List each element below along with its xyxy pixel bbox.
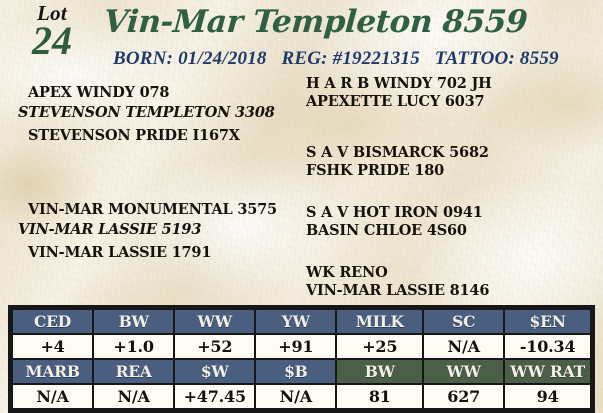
dam-sire-sire-name: S A V HOT IRON 0941 [306, 204, 483, 221]
epd-value-cell: +47.45 [173, 383, 257, 410]
epd-header-cell: MILK [335, 308, 425, 335]
epd-header-row-2: MARB REA $W $B BW WW WW RAT [10, 358, 592, 385]
sire-sire-dam-name: APEXETTE LUCY 6037 [306, 93, 485, 110]
identification-line: BORN: 01/24/2018 REG: #19221315 TATTOO: … [113, 48, 559, 69]
sire-dam-sire-name: S A V BISMARCK 5682 [306, 144, 489, 161]
sire-dam-name: STEVENSON PRIDE I167X [28, 127, 240, 144]
epd-header-cell: $B [254, 358, 338, 385]
epd-header-cell: YW [254, 308, 338, 335]
dam-sire-dam-name: BASIN CHLOE 4S60 [306, 222, 467, 239]
sire-sire-name: APEX WINDY 078 [28, 84, 170, 101]
epd-value-row-2: N/A N/A +47.45 N/A 81 627 94 [10, 383, 592, 410]
lot-block: Lot 24 [0, 2, 104, 61]
dam-dam-sire-name: WK RENO [306, 264, 388, 281]
epd-table-container: CED BW WW YW MILK SC $EN +4 +1.0 +52 +91 +25 N/A -10… [8, 305, 595, 413]
epd-value-cell: N/A [10, 383, 95, 410]
epd-header-cell: REA [92, 358, 176, 385]
epd-header-cell: SC [422, 308, 506, 335]
epd-value-cell: 94 [503, 383, 592, 410]
epd-value-cell: +25 [335, 333, 425, 360]
animal-name-title: Vin-Mar Templeton 8559 [102, 4, 529, 40]
pedigree-grandparent-column: H A R B WINDY 702 JH APEXETTE LUCY 6037 … [300, 75, 603, 300]
lot-number: 24 [32, 18, 72, 63]
sire-name: STEVENSON TEMPLETON 3308 [18, 104, 275, 121]
epd-header-cell: $W [173, 358, 257, 385]
epd-header-cell: WW [173, 308, 257, 335]
dam-dam-name: VIN-MAR LASSIE 1791 [28, 244, 212, 261]
pedigree-chart: APEX WINDY 078 STEVENSON TEMPLETON 3308 … [0, 75, 603, 300]
dam-name: VIN-MAR LASSIE 5193 [18, 221, 202, 238]
epd-value-cell: +4 [10, 333, 95, 360]
epd-table: CED BW WW YW MILK SC $EN +4 +1.0 +52 +91 +25 N/A -10… [10, 308, 592, 410]
epd-header-cell: WW RAT [503, 358, 592, 385]
epd-value-cell: -10.34 [503, 333, 592, 360]
epd-value-cell: N/A [422, 333, 506, 360]
epd-header-cell: MARB [10, 358, 95, 385]
lot-label: Lot [36, 1, 68, 25]
sire-sire-sire-name: H A R B WINDY 702 JH [306, 75, 492, 92]
epd-value-row-1: +4 +1.0 +52 +91 +25 N/A -10.34 [10, 333, 592, 360]
dam-sire-name: VIN-MAR MONUMENTAL 3575 [28, 201, 277, 218]
epd-header-cell: BW [92, 308, 176, 335]
epd-value-cell: N/A [92, 383, 176, 410]
dam-dam-dam-name: VIN-MAR LASSIE 8146 [306, 282, 490, 299]
epd-value-cell: 627 [422, 383, 506, 410]
epd-header-cell: CED [10, 308, 95, 335]
epd-value-cell: +52 [173, 333, 257, 360]
epd-header-cell: $EN [503, 308, 592, 335]
sire-dam-dam-name: FSHK PRIDE 180 [306, 162, 444, 179]
epd-value-cell: +1.0 [92, 333, 176, 360]
epd-header-cell: BW [335, 358, 425, 385]
epd-value-cell: +91 [254, 333, 338, 360]
epd-header-cell: WW [422, 358, 506, 385]
epd-value-cell: N/A [254, 383, 338, 410]
epd-header-row-1: CED BW WW YW MILK SC $EN [10, 308, 592, 335]
epd-value-cell: 81 [335, 383, 425, 410]
pedigree-parent-column: APEX WINDY 078 STEVENSON TEMPLETON 3308 … [0, 82, 300, 300]
